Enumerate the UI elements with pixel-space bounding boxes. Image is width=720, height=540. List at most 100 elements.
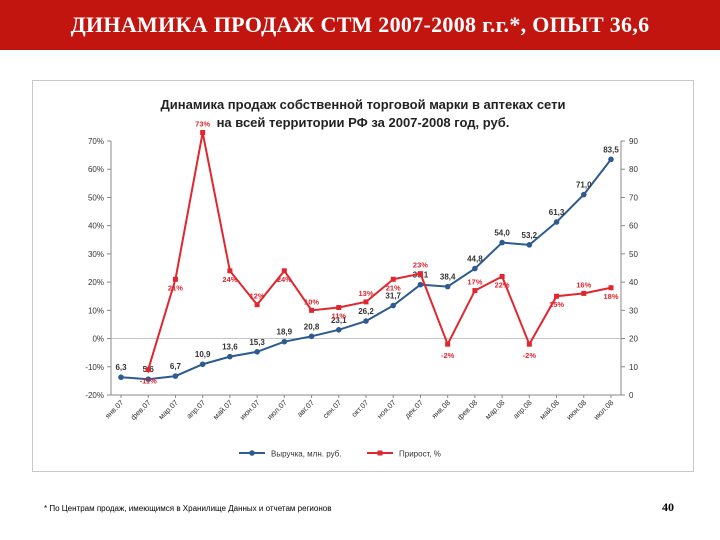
growth-point: [145, 367, 151, 373]
revenue-point: [608, 156, 614, 163]
x-tick-label: июн.07: [238, 398, 262, 422]
left-tick-label: -10%: [85, 363, 104, 372]
chart-title-line1: Динамика продаж собственной торговой мар…: [161, 97, 566, 112]
x-tick-label: май.07: [211, 398, 234, 421]
x-tick-label: апр.07: [185, 398, 208, 421]
slide-title-banner: ДИНАМИКА ПРОДАЖ СТМ 2007-2008 г.г.*, ОПЫ…: [0, 0, 720, 50]
revenue-point: [145, 376, 152, 382]
legend-revenue-label: Выручка, млн. руб.: [271, 450, 341, 459]
growth-line: [147, 132, 612, 370]
left-tick-label: 30%: [88, 250, 104, 259]
growth-point: [200, 130, 206, 136]
revenue-data-label: 26,2: [358, 307, 374, 316]
growth-data-label: 21%: [168, 283, 183, 292]
revenue-data-label: 31,7: [385, 292, 401, 301]
growth-data-label: 24%: [277, 275, 292, 284]
x-tick-label: июл.07: [265, 398, 289, 422]
revenue-series: 6,35,66,710,913,615,318,920,823,126,231,…: [115, 145, 619, 382]
growth-data-label: 10%: [304, 297, 319, 306]
growth-data-label: 11%: [331, 312, 346, 321]
growth-point: [227, 268, 233, 274]
revenue-data-label: 23,1: [331, 316, 347, 325]
left-tick-label: 50%: [88, 193, 104, 202]
x-tick-label: апр.08: [511, 398, 534, 421]
x-tick-label: авг.07: [295, 398, 316, 419]
revenue-point: [227, 353, 233, 360]
right-tick-label: 90: [629, 137, 638, 146]
revenue-point: [335, 327, 342, 333]
revenue-point: [526, 242, 533, 248]
right-tick-label: 30: [629, 306, 638, 315]
growth-data-label: 21%: [386, 283, 401, 292]
revenue-point: [172, 373, 179, 379]
right-tick-label: 0: [629, 391, 634, 400]
growth-point: [172, 276, 178, 282]
growth-point: [281, 268, 287, 274]
legend-growth-marker: [377, 450, 383, 456]
left-tick-label: 10%: [88, 306, 104, 315]
right-tick-label: 70: [629, 193, 638, 202]
right-tick-label: 40: [629, 278, 638, 287]
right-tick-label: 80: [629, 165, 638, 174]
slide-title: ДИНАМИКА ПРОДАЖ СТМ 2007-2008 г.г.*, ОПЫ…: [70, 12, 650, 37]
footnote: * По Центрам продаж, имеющимся в Хранили…: [44, 504, 332, 513]
revenue-point: [281, 338, 288, 345]
revenue-data-label: 71,0: [576, 181, 592, 190]
revenue-data-label: 15,3: [249, 338, 265, 347]
revenue-data-label: 38,4: [440, 273, 456, 282]
revenue-point: [363, 318, 369, 324]
growth-data-label: 24%: [222, 275, 237, 284]
growth-point: [254, 302, 260, 308]
revenue-point: [417, 281, 424, 288]
x-tick-label: окт.07: [349, 398, 370, 419]
growth-point: [417, 271, 423, 277]
growth-data-label: 23%: [413, 261, 428, 270]
right-tick-label: 20: [629, 335, 638, 344]
left-tick-label: -20%: [85, 391, 104, 400]
growth-point: [336, 305, 342, 311]
x-tick-label: янв.08: [430, 398, 452, 420]
x-tick-label: июл.08: [592, 398, 616, 422]
revenue-point: [308, 333, 315, 340]
revenue-point: [472, 265, 478, 272]
revenue-point: [444, 283, 451, 290]
revenue-point: [499, 239, 505, 246]
revenue-data-label: 44,8: [467, 255, 483, 264]
x-tick-label: фев.08: [455, 398, 479, 422]
revenue-data-label: 6,7: [170, 362, 182, 371]
growth-point: [608, 285, 614, 291]
x-tick-label: дек.07: [403, 398, 425, 420]
right-tick-label: 10: [629, 363, 638, 372]
growth-point: [363, 299, 369, 305]
x-tick-label: мар.07: [157, 398, 180, 421]
growth-data-label: -2%: [441, 351, 455, 360]
revenue-point: [254, 349, 260, 355]
chart-axes: 70% 60% 50% 40% 30% 20% 10% 0% -10% -20% 90 80 70 60 5…: [85, 137, 638, 422]
chart-title-line2: на всей территории РФ за 2007-2008 год, …: [217, 115, 510, 130]
revenue-data-label: 83,5: [603, 145, 619, 154]
growth-data-label: 13%: [358, 289, 373, 298]
left-tick-label: 60%: [88, 165, 104, 174]
x-tick-label: сен.07: [321, 398, 343, 420]
revenue-data-label: 53,2: [522, 231, 538, 240]
growth-data-label: -2%: [523, 351, 537, 360]
revenue-point: [390, 302, 397, 309]
growth-point: [390, 276, 396, 282]
growth-data-label: 12%: [250, 292, 265, 301]
revenue-data-label: 10,9: [195, 350, 211, 359]
left-tick-label: 40%: [88, 222, 104, 231]
revenue-line: [120, 158, 612, 381]
right-tick-label: 60: [629, 222, 638, 231]
x-tick-label: янв.07: [103, 398, 125, 420]
right-tick-label: 50: [629, 250, 638, 259]
growth-point: [309, 307, 315, 313]
left-tick-label: 0%: [92, 335, 104, 344]
left-tick-label: 20%: [88, 278, 104, 287]
revenue-data-label: 61,3: [549, 208, 565, 217]
chart-legend: Выручка, млн. руб. Прирост, %: [239, 450, 441, 459]
growth-data-label: 16%: [576, 280, 591, 289]
left-tick-label: 70%: [88, 137, 104, 146]
revenue-point: [580, 191, 587, 198]
x-tick-label: июн.08: [565, 398, 589, 422]
revenue-point: [553, 219, 560, 225]
